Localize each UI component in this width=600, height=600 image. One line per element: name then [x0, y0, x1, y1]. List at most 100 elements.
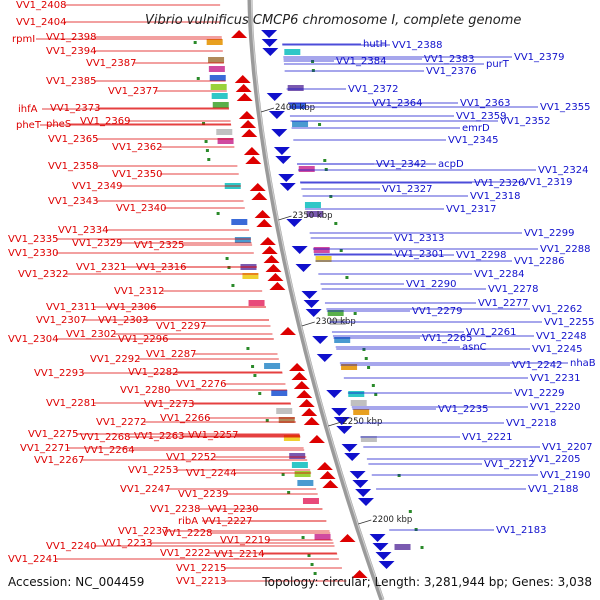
reverse-gene-arrow [316, 462, 333, 470]
function-tile [302, 498, 319, 504]
gene-label-right: emrD [462, 123, 490, 134]
gene-label-left: VV1_2325 [134, 240, 185, 251]
gene-label-right: VV1_2255 [544, 317, 595, 328]
gene-label-left: VV1_2358 [48, 161, 99, 172]
gene-label-left: VV1_2238 [150, 504, 201, 515]
label-leaders [36, 4, 568, 582]
map-title: Vibrio vulnificus CMCP6 chromosome I, co… [145, 13, 521, 28]
gene-label-right: VV1_2324 [538, 165, 589, 176]
forward-gene-arrow [352, 480, 369, 488]
function-tile [234, 237, 251, 243]
scale-tick-line [328, 421, 342, 427]
forward-gene-arrow [268, 111, 285, 119]
gene-label-right: VV1_2388 [392, 40, 443, 51]
marker-dot [311, 69, 315, 72]
function-tile [348, 391, 365, 397]
gene-label-left: pheS [46, 119, 71, 130]
gene-label-left: VV1_2222 [160, 548, 211, 559]
function-tile [208, 57, 225, 63]
gene-label-left: VV1_2373 [50, 103, 101, 114]
gene-label-left: pheT [16, 120, 42, 131]
reverse-gene-arrow [269, 282, 286, 290]
gene-label-left: VV1_2267 [34, 455, 85, 466]
gene-label-right: VV1_2326 [474, 178, 525, 189]
function-tile [394, 544, 411, 550]
gene-label-right: VV1_2359 [456, 111, 507, 122]
gene-label-right: VV1_2376 [426, 66, 477, 77]
gene-label-left: VV1_2266 [160, 413, 211, 424]
gene-label-left: VV1_2253 [128, 465, 179, 476]
gene-label-right: VV1_2265 [422, 333, 473, 344]
marker-dot [287, 491, 291, 494]
gene-label-left: ribA [178, 516, 198, 527]
marker-dot [313, 572, 317, 575]
gene-label-left: VV1_2282 [128, 367, 179, 378]
marker-dot [216, 212, 220, 215]
gene-label-left: rpmI [12, 34, 35, 45]
function-tile [314, 534, 331, 540]
reverse-gene-arrow [303, 417, 320, 425]
marker-dot [258, 392, 262, 395]
function-tile [313, 247, 330, 253]
forward-gene-arrow [378, 561, 395, 569]
forward-gene-arrow [355, 489, 372, 497]
function-tile [211, 93, 228, 99]
topology-text: Topology: circular; Length: 3,281,944 bp… [261, 575, 592, 589]
marker-dot [281, 473, 285, 476]
forward-gene-arrow [344, 453, 361, 461]
forward-gene-arrow [305, 309, 322, 317]
function-tile [292, 121, 309, 127]
gene-label-left: VV1_2257 [188, 430, 239, 441]
gene-label-right: VV1_2284 [474, 269, 525, 280]
forward-gene-arrow [316, 354, 333, 362]
forward-gene-arrow [273, 147, 290, 155]
forward-gene-arrow [369, 534, 386, 542]
gene-label-right: VV1_2298 [456, 250, 507, 261]
marker-dot [345, 276, 349, 279]
reverse-gene-arrow [293, 381, 310, 389]
gene-label-right: VV1_2301 [394, 249, 445, 260]
gene-label-right: VV1_2229 [514, 388, 565, 399]
gene-label-left: VV1_2276 [176, 379, 227, 390]
gene-label-left: VV1_2322 [18, 269, 69, 280]
marker-dot [371, 384, 375, 387]
forward-gene-arrow [301, 291, 318, 299]
marker-dot [334, 222, 338, 225]
gene-label-left: VV1_2350 [112, 169, 163, 180]
gene-tracks [193, 30, 424, 578]
marker-dot [353, 312, 357, 315]
marker-dot [196, 77, 200, 80]
marker-dot [225, 257, 229, 260]
forward-gene-arrow [262, 48, 279, 56]
marker-dot [253, 374, 257, 377]
marker-dot [397, 474, 401, 477]
gene-label-left: VV1_2306 [106, 302, 157, 313]
function-tile [327, 310, 344, 316]
function-tile [306, 211, 323, 217]
marker-dot [408, 510, 412, 513]
gene-label-right: purT [486, 59, 510, 70]
gene-label-right: VV1_2317 [446, 204, 497, 215]
function-tile [360, 436, 377, 442]
marker-dot [204, 140, 208, 143]
gene-label-right: VV1_2288 [540, 244, 591, 255]
gene-label-left: VV1_2312 [114, 286, 165, 297]
gene-label-right: nhaB [570, 358, 596, 369]
gene-label-right: VV1_2221 [462, 432, 513, 443]
gene-label-left: VV1_2268 [80, 432, 131, 443]
gene-label-left: VV1_2343 [48, 196, 99, 207]
gene-label-right: VV1_2355 [540, 102, 591, 113]
forward-gene-arrow [286, 219, 303, 227]
forward-gene-arrow [372, 543, 389, 551]
gene-label-right: VV1_2183 [496, 525, 547, 536]
function-tile [298, 166, 315, 172]
gene-label-left: VV1_2271 [20, 443, 71, 454]
gene-label-left: VV1_2275 [28, 429, 79, 440]
function-tile [209, 75, 226, 81]
gene-label-right: VV1_2261 [466, 327, 517, 338]
scale-tick-line [358, 519, 372, 525]
marker-dot [227, 266, 231, 269]
function-tile [284, 49, 301, 55]
gene-label-right: VV1_2383 [424, 54, 475, 65]
